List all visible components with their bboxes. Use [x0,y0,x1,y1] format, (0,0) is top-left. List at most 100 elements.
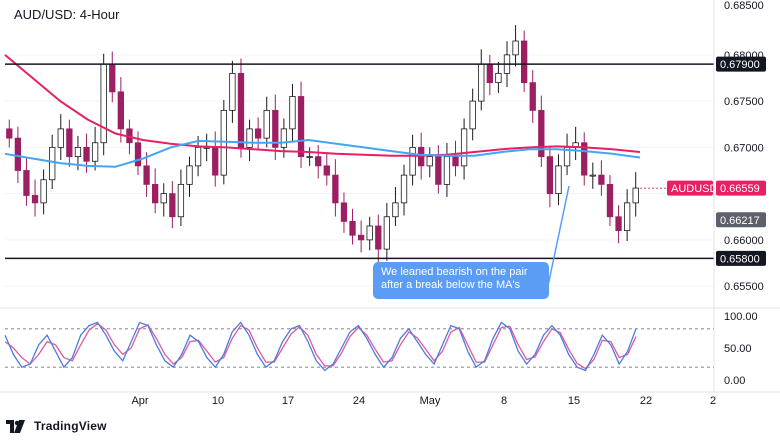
x-tick-label: 24 [353,395,365,407]
level-label: 0.67900 [720,59,760,71]
candle-body [315,156,322,167]
candle-body [83,146,90,162]
candle-body [538,109,545,158]
candle-series [6,25,639,263]
candle-body [280,128,288,148]
annotation-callout[interactable]: We leaned bearish on the pair after a br… [373,262,549,299]
candle-body [194,146,202,167]
candle-body [246,128,253,148]
last-price-label: 0.66559 [720,183,760,195]
candle-body [212,146,219,176]
y-tick-label: 0.65500 [724,281,764,293]
candle-body [237,72,245,148]
candle-body [460,128,468,167]
y-tick-label: 0.66000 [724,235,764,247]
candle-body [340,202,348,222]
stoch-tick-label: 0.00 [724,375,745,387]
tradingview-logo-icon [6,419,25,433]
stoch-d-line [4,322,637,370]
candle-body [14,137,22,171]
annotation-text: We leaned bearish on the pair after a br… [381,266,528,291]
candle-body [289,96,296,130]
stochastic-pane: 100.00 50.00 0.00 [4,311,758,387]
tradingview-logo[interactable]: TradingView [6,419,107,433]
candle-body [297,96,305,158]
candle-body [632,187,639,204]
candle-body [400,174,408,204]
trend-arrow-line[interactable] [547,185,570,287]
candle-body [323,165,330,176]
candle-body [606,183,614,218]
candle-body [306,156,313,159]
stoch-tick-label: 100.00 [724,311,758,323]
candle-body [229,72,236,111]
candle-body [169,193,176,218]
brand-name: TradingView [34,419,107,433]
candle-body [512,40,519,56]
candle-body [272,109,279,148]
y-tick-label: 0.67000 [724,142,764,154]
time-axis[interactable]: Apr 10 17 24 May 8 15 22 2 [131,395,716,407]
x-tick-label: 8 [501,395,507,407]
x-tick-label: 22 [640,395,652,407]
candle-body [31,195,39,204]
level-tag [716,56,766,72]
candle-body [160,193,167,204]
candle-body [375,225,382,250]
last-price-tag [716,180,766,196]
candle-body [366,225,373,241]
marker-price-tag [716,212,766,228]
candle-body [74,146,82,158]
ma-fast-line [4,138,641,168]
candle-body [152,183,159,204]
symbol-tag [667,180,713,196]
candle-body [117,91,124,130]
price-axis[interactable]: 0.68000 0.67500 0.67000 0.66000 0.65500 0.685… [0,0,780,393]
candle-body [581,142,588,176]
x-tick-label: May [420,395,441,407]
candle-body [529,82,536,111]
horizontal-levels[interactable]: 0.67900 0.65800 AUDUSD 0.66559 0.66217 [5,56,766,266]
candle-body [177,183,185,218]
candle-body [435,156,442,185]
candle-body [357,234,365,241]
candle-body [478,63,485,102]
candle-body [109,63,116,93]
candle-body [186,165,193,185]
stoch-k-line [4,321,637,372]
candle-body [598,174,605,185]
candle-body [615,216,622,232]
candle-body [134,142,142,167]
x-tick-label: Apr [131,395,148,407]
candle-body [443,156,451,185]
x-tick-label: 2 [710,395,716,407]
candle-body [349,220,356,236]
level-label: 0.65800 [720,253,760,265]
candle-body [91,142,99,162]
y-tick-label: 0.67500 [724,96,764,108]
candle-body [383,216,391,250]
candle-body [546,156,554,195]
candle-body [263,109,270,139]
candle-body [409,146,416,176]
candle-body [521,40,528,84]
candle-body [6,128,13,139]
candle-body [254,128,262,139]
candle-body [392,202,399,218]
candle-body [486,63,493,84]
candle-body [143,165,150,185]
y-tick-label: 0.68500 [724,0,764,12]
x-tick-label: 15 [568,395,580,407]
callout-pointer [547,185,570,287]
x-tick-label: 10 [212,395,224,407]
ma-slow-line [4,54,641,157]
candle-body [66,128,73,158]
y-tick-label: 0.68000 [724,50,764,62]
candle-body [589,174,596,177]
candle-body [555,165,562,195]
symbol-label: AUDUSD [671,183,718,195]
candle-body [23,170,30,196]
candle-body [57,128,64,148]
chart-title: AUD/USD: 4-Hour [14,7,120,22]
